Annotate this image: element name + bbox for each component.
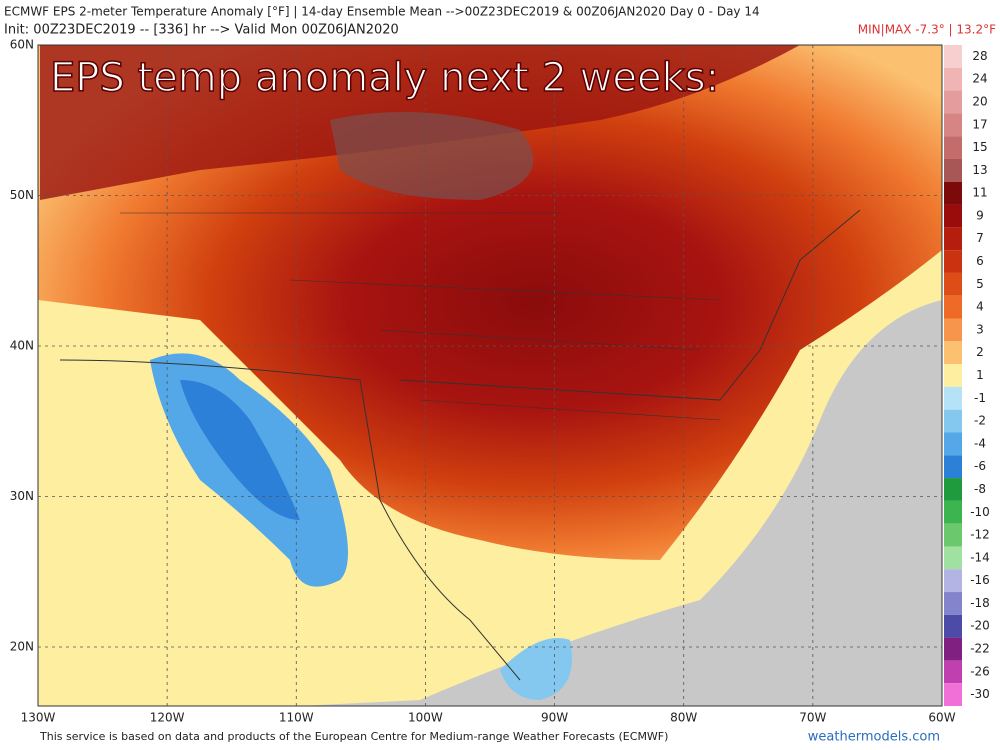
colorbar-swatch bbox=[944, 455, 962, 479]
colorbar-label: 13 bbox=[972, 163, 987, 177]
colorbar-swatch bbox=[944, 158, 962, 182]
overlay-title: EPS temp anomaly next 2 weeks: bbox=[50, 55, 719, 101]
colorbar-label: 20 bbox=[972, 94, 987, 108]
coastline bbox=[59, 359, 521, 681]
colorbar-label: -22 bbox=[970, 642, 990, 656]
colorbar-swatch bbox=[944, 295, 962, 319]
colorbar-label: -10 bbox=[970, 505, 990, 519]
colorbar-label: 4 bbox=[976, 300, 984, 314]
warm-anomaly bbox=[38, 45, 942, 560]
lon-label: 120W bbox=[150, 711, 185, 725]
colorbar-label: 11 bbox=[972, 186, 987, 200]
colorbar-swatch bbox=[944, 181, 962, 205]
lat-label: 20N bbox=[10, 640, 34, 654]
colorbar-label: 24 bbox=[972, 72, 987, 86]
lon-label: 90W bbox=[541, 711, 568, 725]
colorbar-swatch bbox=[944, 250, 962, 273]
colorbar-swatch bbox=[944, 90, 962, 114]
colorbar-label: 17 bbox=[972, 117, 987, 131]
coastline bbox=[399, 209, 861, 401]
colorbar-label: -12 bbox=[970, 528, 990, 542]
colorbar-label: -18 bbox=[970, 596, 990, 610]
colorbar-label: -26 bbox=[970, 664, 990, 678]
colorbar-swatch bbox=[944, 637, 962, 661]
lat-label: 60N bbox=[10, 38, 34, 52]
lat-label: 30N bbox=[10, 489, 34, 503]
colorbar-swatch bbox=[944, 592, 962, 615]
colorbar-label: 9 bbox=[976, 208, 984, 222]
colorbar-swatch bbox=[944, 204, 962, 228]
colorbar-label: 3 bbox=[976, 322, 984, 336]
map-area bbox=[38, 45, 942, 706]
header-line-2: Init: 00Z23DEC2019 -- [336] hr --> Valid… bbox=[4, 23, 399, 38]
colorbar-swatch bbox=[944, 660, 962, 684]
colorbar-label: -20 bbox=[970, 619, 990, 633]
lon-label: 80W bbox=[670, 711, 697, 725]
lon-label: 110W bbox=[279, 711, 314, 725]
colorbar-swatch bbox=[944, 136, 962, 159]
colorbar-swatch bbox=[944, 113, 962, 137]
colorbar-swatch bbox=[944, 341, 962, 365]
colorbar-swatch bbox=[944, 364, 962, 387]
colorbar-label: -30 bbox=[970, 687, 990, 701]
colorbar-swatch bbox=[944, 386, 962, 410]
colorbar-label: -1 bbox=[974, 391, 986, 405]
colorbar-label: 28 bbox=[972, 49, 987, 63]
colorbar-swatch bbox=[944, 318, 962, 342]
colorbar-swatch bbox=[944, 227, 962, 251]
min-max: MIN|MAX -7.3° | 13.2°F bbox=[858, 23, 996, 37]
lon-label: 130W bbox=[21, 711, 56, 725]
colorbar-swatch bbox=[944, 569, 962, 593]
lat-label: 50N bbox=[10, 188, 34, 202]
colorbar-swatch bbox=[944, 614, 962, 638]
lat-label: 40N bbox=[10, 339, 34, 353]
grid bbox=[38, 45, 942, 706]
colorbar-label: 6 bbox=[976, 254, 984, 268]
colorbar-swatch bbox=[944, 67, 962, 91]
colorbar-swatch bbox=[944, 45, 962, 68]
cold-yucatan bbox=[500, 638, 572, 700]
colorbar-swatch bbox=[944, 272, 962, 296]
colorbar-swatch bbox=[944, 546, 962, 570]
lon-label: 70W bbox=[799, 711, 826, 725]
colorbar-label: 5 bbox=[976, 277, 984, 291]
colorbar-swatch bbox=[944, 478, 962, 501]
colorbar-label: -16 bbox=[970, 573, 990, 587]
footer-site: weathermodels.com bbox=[808, 730, 940, 745]
colorbar: 28 24 20 17 15 13 11 9 7 6 5 4 3 2 1 -1 -2 -4 -6 -8 -10 -12 -1… bbox=[944, 45, 990, 706]
colorbar-label: -14 bbox=[970, 550, 990, 564]
colorbar-label: 2 bbox=[976, 345, 984, 359]
peak-anomaly bbox=[330, 112, 534, 200]
header-line-1: ECMWF EPS 2-meter Temperature Anomaly [°… bbox=[4, 5, 760, 19]
lon-label: 100W bbox=[408, 711, 443, 725]
colorbar-label: -8 bbox=[974, 482, 986, 496]
colorbar-label: 1 bbox=[976, 368, 984, 382]
colorbar-swatch bbox=[944, 523, 962, 547]
colorbar-label: -6 bbox=[974, 459, 986, 473]
footer-credit: This service is based on data and produc… bbox=[39, 730, 668, 743]
colorbar-label: 15 bbox=[972, 140, 987, 154]
colorbar-swatch bbox=[944, 683, 962, 706]
colorbar-swatch bbox=[944, 432, 962, 456]
map-frame bbox=[37, 44, 943, 707]
borders bbox=[120, 212, 721, 421]
colorbar-swatch bbox=[944, 500, 962, 524]
lon-label: 60W bbox=[928, 711, 955, 725]
colorbar-swatch bbox=[944, 409, 962, 433]
colorbar-label: -2 bbox=[974, 414, 986, 428]
colorbar-label: 7 bbox=[976, 231, 984, 245]
cold-core bbox=[180, 380, 300, 520]
colorbar-label: -4 bbox=[974, 436, 986, 450]
